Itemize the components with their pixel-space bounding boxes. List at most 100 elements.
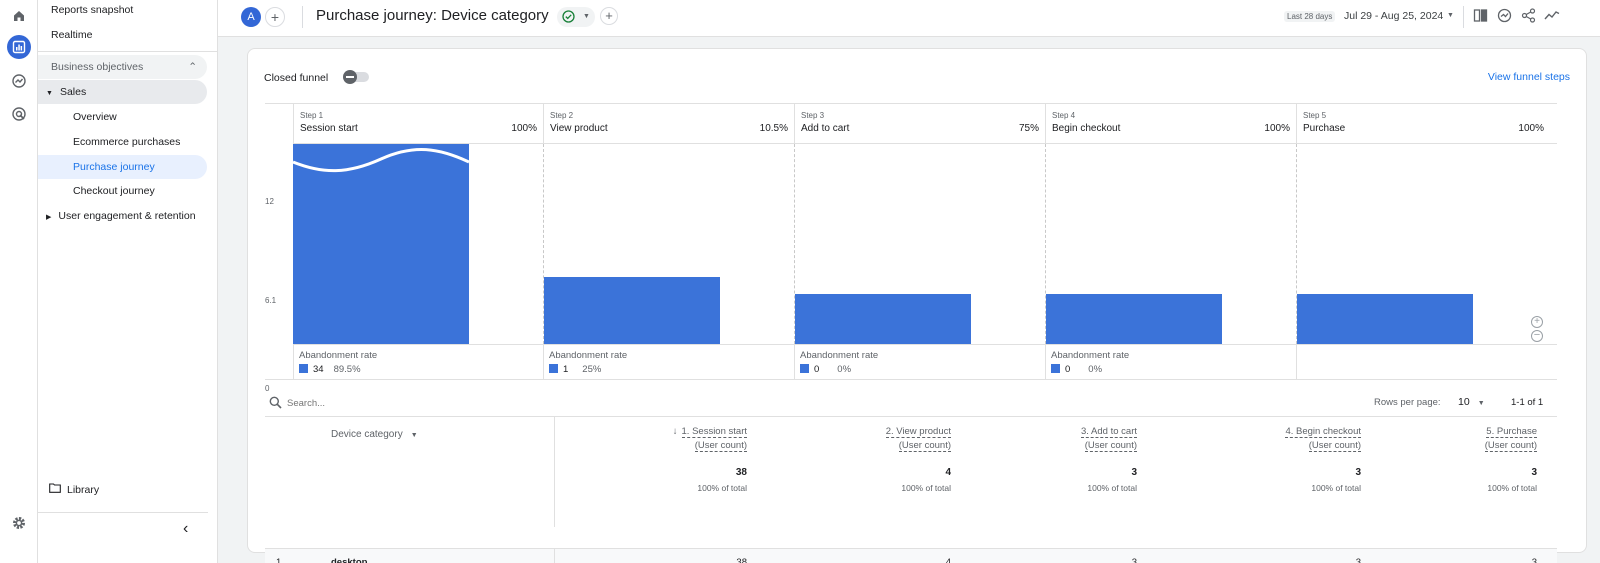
column-total-percent: 100% of total bbox=[1487, 483, 1537, 493]
rows-per-page-label: Rows per page: bbox=[1374, 397, 1441, 408]
column-divider bbox=[554, 417, 555, 527]
dimension-header[interactable]: Device category ▼ bbox=[331, 429, 418, 440]
funnel-bar[interactable] bbox=[293, 144, 469, 344]
nav-purchase-journey[interactable]: Purchase journey bbox=[38, 155, 207, 179]
nav-reports-snapshot[interactable]: Reports snapshot bbox=[51, 4, 134, 16]
row-device-category[interactable]: desktop bbox=[331, 557, 368, 563]
abandonment-cell: Abandonment rate 34 89.5% bbox=[293, 344, 544, 380]
nav-divider bbox=[38, 51, 218, 52]
step-number: Step 2 bbox=[550, 111, 574, 120]
closed-funnel-toggle[interactable] bbox=[343, 70, 369, 84]
row-index: 1 bbox=[276, 557, 282, 563]
comparison-avatar[interactable]: A bbox=[241, 7, 261, 27]
column-total: 38 bbox=[735, 467, 747, 478]
funnel-bar[interactable] bbox=[544, 277, 720, 344]
compare-icon[interactable] bbox=[1473, 8, 1488, 26]
add-comparison-icon[interactable]: + bbox=[265, 7, 285, 27]
series-swatch bbox=[299, 364, 308, 373]
abandonment-values: 0 0% bbox=[800, 364, 851, 375]
nav-business-objectives[interactable]: Business objectives ⌃ bbox=[38, 55, 207, 79]
rows-per-page-select[interactable]: 10 ▼ bbox=[1458, 396, 1485, 408]
collapse-nav-icon[interactable]: ‹ bbox=[183, 520, 189, 537]
nav-business-objectives-label: Business objectives bbox=[51, 61, 144, 73]
nav-checkout-journey[interactable]: Checkout journey bbox=[73, 185, 155, 197]
step-number: Step 5 bbox=[1303, 111, 1327, 120]
y-tick-label: 6.1 bbox=[265, 296, 277, 305]
column-subtitle: (User count) bbox=[694, 440, 747, 452]
step-header: Step 5 Purchase 100% bbox=[1297, 103, 1557, 144]
report-header: A + Purchase journey: Device category ▼ … bbox=[218, 0, 1600, 37]
toggle-knob bbox=[343, 70, 357, 84]
caret-down-icon: ▼ bbox=[1477, 400, 1485, 407]
nav-realtime[interactable]: Realtime bbox=[51, 29, 93, 41]
abandonment-values: 0 0% bbox=[1051, 364, 1102, 375]
abandonment-cell: Abandonment rate 1 25% bbox=[544, 344, 795, 380]
report-status-dropdown[interactable]: ▼ bbox=[557, 7, 595, 27]
column-header-purchase[interactable]: 5. Purchase (User count) 3 100% of total bbox=[1361, 426, 1537, 493]
column-header-add-to-cart[interactable]: 3. Add to cart (User count) 3 100% of to… bbox=[951, 426, 1137, 493]
share-icon[interactable] bbox=[1521, 8, 1536, 26]
column-title-label: 2. View product bbox=[885, 426, 951, 438]
funnel-bar[interactable] bbox=[1297, 294, 1473, 344]
column-total: 3 bbox=[1355, 467, 1361, 478]
column-total-percent: 100% of total bbox=[1087, 483, 1137, 493]
advertising-icon[interactable] bbox=[7, 102, 31, 126]
caret-down-icon[interactable]: ▼ bbox=[1447, 12, 1454, 19]
table-row[interactable]: 1 desktop 38 4 3 3 3 bbox=[265, 548, 1557, 563]
abandonment-label: Abandonment rate bbox=[299, 350, 378, 361]
abandonment-count: 1 bbox=[563, 364, 569, 375]
step-header: Step 2 View product 10.5% bbox=[544, 103, 795, 144]
caret-right-icon: ▶ bbox=[46, 214, 52, 221]
funnel-chart: 12 6.1 0 Step 1 Session start 100% Aband… bbox=[265, 103, 1557, 393]
column-total-percent: 100% of total bbox=[1311, 483, 1361, 493]
step-percent: 100% bbox=[1518, 123, 1544, 134]
caret-down-icon: ▼ bbox=[410, 432, 418, 439]
closed-funnel-label: Closed funnel bbox=[264, 72, 329, 84]
nav-library[interactable]: Library bbox=[49, 478, 99, 502]
row-value: 38 bbox=[736, 557, 747, 563]
step-percent: 100% bbox=[511, 123, 537, 134]
column-title-label: 4. Begin checkout bbox=[1285, 426, 1361, 438]
zoom-in-icon[interactable]: + bbox=[1531, 316, 1543, 328]
abandonment-cell: Abandonment rate 0 0% bbox=[795, 344, 1046, 380]
step-name: View product bbox=[550, 123, 608, 134]
search-input[interactable] bbox=[287, 395, 487, 411]
step-header: Step 3 Add to cart 75% bbox=[795, 103, 1046, 144]
home-icon[interactable] bbox=[7, 4, 31, 28]
step-number: Step 1 bbox=[300, 111, 324, 120]
nav-library-label: Library bbox=[67, 484, 100, 496]
side-navigation: Reports snapshot Realtime Business objec… bbox=[38, 0, 218, 563]
column-total-percent: 100% of total bbox=[697, 483, 747, 493]
series-swatch bbox=[800, 364, 809, 373]
nav-sales[interactable]: ▼ Sales bbox=[38, 80, 207, 104]
column-header-begin-checkout[interactable]: 4. Begin checkout (User count) 3 100% of… bbox=[1137, 426, 1361, 493]
column-header-view-product[interactable]: 2. View product (User count) 4 100% of t… bbox=[747, 426, 951, 493]
funnel-bar[interactable] bbox=[795, 294, 971, 344]
nav-divider bbox=[38, 512, 208, 513]
step-name: Add to cart bbox=[801, 123, 850, 134]
date-range-picker[interactable]: Jul 29 - Aug 25, 2024 bbox=[1344, 10, 1444, 22]
pagination-range: 1-1 of 1 bbox=[1511, 397, 1544, 408]
y-axis-area bbox=[265, 103, 293, 380]
row-value: 3 bbox=[1531, 557, 1537, 563]
nav-user-engagement[interactable]: ▶ User engagement & retention bbox=[46, 204, 196, 228]
trend-icon[interactable] bbox=[1544, 8, 1560, 26]
column-header-session-start[interactable]: ↓ 1. Session start (User count) 38 100% o… bbox=[555, 426, 747, 493]
nav-overview[interactable]: Overview bbox=[73, 111, 117, 123]
explore-icon[interactable] bbox=[7, 69, 31, 93]
insights-icon[interactable] bbox=[1497, 8, 1512, 26]
abandonment-label: Abandonment rate bbox=[1051, 350, 1130, 361]
nav-ecommerce-purchases[interactable]: Ecommerce purchases bbox=[73, 136, 181, 148]
step-column bbox=[795, 144, 1046, 344]
funnel-bar[interactable] bbox=[1046, 294, 1222, 344]
page-title: Purchase journey: Device category bbox=[316, 7, 549, 24]
abandonment-count: 0 bbox=[814, 364, 820, 375]
column-subtitle: (User count) bbox=[898, 440, 951, 452]
gear-icon[interactable] bbox=[7, 511, 31, 535]
abandonment-count: 0 bbox=[1065, 364, 1071, 375]
add-filter-icon[interactable]: + bbox=[600, 7, 618, 25]
zoom-out-icon[interactable]: − bbox=[1531, 330, 1543, 342]
date-label: Last 28 days bbox=[1284, 11, 1336, 22]
view-funnel-steps-link[interactable]: View funnel steps bbox=[1487, 71, 1570, 83]
reports-icon[interactable] bbox=[7, 35, 31, 59]
